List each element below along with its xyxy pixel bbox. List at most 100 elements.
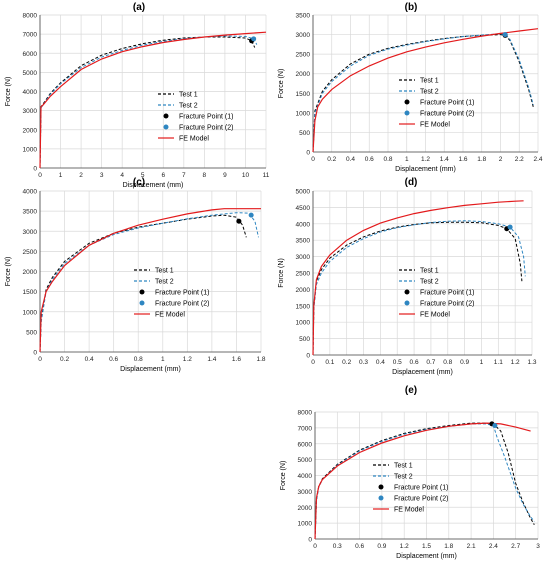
panel-d-xtick-label-4: 0.4 [376, 359, 385, 366]
panel-c-ytick-label-2: 1000 [23, 309, 38, 316]
panel-e-xlabel: Displacement (mm) [396, 553, 457, 560]
panel-c-ytick-label-0: 0 [33, 350, 37, 357]
panel-e: (e) 0 1000 2000 3000 4000 5000 6000 7000 8000 0 0.3… [280, 385, 540, 560]
panel-b-xtick-label-4: 0.8 [383, 156, 392, 163]
panel-c-xtick-label-8: 1.6 [232, 356, 241, 363]
panel-b-xtick-label-1: 0.2 [327, 156, 336, 163]
panel-c-legend-label-test-2: Test 2 [155, 279, 174, 286]
panel-d-ytick-label-6: 3000 [296, 254, 311, 261]
panel-e-xtick-label-2: 0.6 [355, 543, 364, 550]
panel-a-ytick-label-2: 2000 [23, 127, 38, 134]
panel-e-ytick-label-1: 1000 [298, 521, 313, 528]
panel-e-xtick-label-3: 0.9 [377, 543, 386, 550]
panel-a-xtick-label-11: 11 [263, 172, 270, 179]
panel-b-series-fe-model [312, 28, 539, 153]
panel-b-xlabel: Displacement (mm) [395, 166, 456, 173]
panel-b-series-test-1 [312, 34, 534, 153]
panel-a-legend: Test 1 Test 2 Fracture Point (1) Fracture P… [158, 92, 233, 143]
panel-c: (c) 0 500 1000 1500 2000 2500 3000 3500 4000 0 0.2 0… [5, 177, 266, 373]
panel-d-ytick-label-8: 4000 [296, 221, 311, 228]
panel-c-legend-label-fracture-point-2: Fracture Point (2) [155, 301, 209, 308]
panel-c-ytick-label-7: 3500 [23, 209, 38, 216]
panel-b-legend-label-test-2: Test 2 [420, 89, 439, 96]
panel-b-ytick-label-7: 3500 [296, 13, 311, 20]
panel-e-ytick-label-6: 6000 [298, 441, 313, 448]
panel-b-xtick-label-2: 0.4 [346, 156, 355, 163]
panel-d-xtick-label-13: 1.3 [527, 359, 536, 366]
panel-e-series-test-2 [314, 423, 535, 540]
panel-a-legend-label-test-1: Test 1 [179, 92, 198, 99]
panel-a-series-test-2 [39, 35, 258, 169]
panel-d-ytick-label-1: 500 [299, 336, 310, 343]
panel-e-ytick-label-8: 8000 [298, 410, 313, 417]
panel-a-ytick-label-7: 7000 [23, 32, 38, 39]
panel-b-xtick-label-7: 1.4 [440, 156, 449, 163]
panel-d-xtick-label-11: 1.1 [494, 359, 503, 366]
panel-d-ytick-label-2: 1000 [296, 320, 311, 327]
panel-b-ytick-label-0: 0 [306, 150, 310, 157]
panel-b-ytick-label-4: 2000 [296, 71, 311, 78]
panel-d-legend-label-fracture-point-2: Fracture Point (2) [420, 301, 474, 308]
panel-a-xtick-label-9: 9 [223, 172, 227, 179]
panel-c-ylabel: Force (N) [5, 257, 12, 287]
panel-b-legend-label-fracture-point-2: Fracture Point (2) [420, 111, 474, 118]
panel-c-ytick-label-1: 500 [26, 329, 37, 336]
panel-a-xtick-label-5: 5 [141, 172, 145, 179]
panel-b-xtick-label-5: 1 [405, 156, 409, 163]
panel-c-xtick-label-2: 0.4 [85, 356, 94, 363]
panel-e-legend: Test 1 Test 2 Fracture Point (1) Fracture P… [373, 463, 448, 514]
panel-c-xtick-label-9: 1.8 [256, 356, 265, 363]
panel-e-ytick-label-0: 0 [308, 537, 312, 544]
panel-c-ytick-label-6: 3000 [23, 229, 38, 236]
panel-a-ytick-label-8: 8000 [23, 13, 38, 20]
panel-a-series-test-1 [39, 36, 256, 169]
panel-d-ytick-label-5: 2500 [296, 271, 311, 278]
panel-d-ylabel: Force (N) [278, 258, 285, 288]
panel-c-xtick-label-7: 1.4 [207, 356, 216, 363]
panel-d-xtick-label-10: 1 [480, 359, 484, 366]
panel-d-xtick-label-5: 0.5 [393, 359, 402, 366]
panel-b-legend: Test 1 Test 2 Fracture Point (1) Fracture P… [399, 78, 474, 129]
panel-b-xtick-label-11: 2.2 [515, 156, 524, 163]
panel-a-xlabel: Displacement (mm) [123, 182, 184, 189]
panel-b-legend-label-fracture-point-1: Fracture Point (1) [420, 100, 474, 107]
panel-b-title: (b) [405, 2, 418, 13]
panel-a-xtick-label-8: 8 [203, 172, 207, 179]
panel-c-ytick-label-5: 2500 [23, 249, 38, 256]
panel-d-xlabel: Displacement (mm) [392, 369, 453, 376]
panel-d-legend-marker-fracture-point-1 [404, 289, 410, 295]
panel-c-legend: Test 1 Test 2 Fracture Point (1) Fracture P… [134, 268, 209, 319]
panel-e-legend-marker-fracture-point-2 [378, 495, 384, 501]
panel-b-xtick-label-10: 2 [499, 156, 503, 163]
panel-a-series-fe-model [39, 31, 267, 169]
panel-e-legend-label-test-1: Test 1 [394, 463, 413, 470]
panel-b-legend-marker-fracture-point-1 [404, 99, 410, 105]
panel-c-ytick-label-8: 4000 [23, 189, 38, 196]
panel-a-xtick-label-6: 6 [161, 172, 165, 179]
panel-c-legend-label-fe-model: FE Model [155, 312, 185, 319]
panel-c-xlabel: Displacement (mm) [120, 366, 181, 373]
panel-c-xtick-label-5: 1 [161, 356, 165, 363]
panel-d-xtick-label-8: 0.8 [443, 359, 452, 366]
panel-e-xtick-label-10: 3 [536, 543, 540, 550]
panel-c-series-fe-model [39, 208, 261, 353]
panel-b-ytick-label-1: 500 [299, 130, 310, 137]
panel-a-fracture-point-2 [251, 36, 257, 42]
panel-a-ytick-label-3: 3000 [23, 108, 38, 115]
panel-a-title: (a) [133, 2, 145, 13]
panel-b-xtick-label-12: 2.4 [533, 156, 542, 163]
panel-a-legend-label-fracture-point-1: Fracture Point (1) [179, 114, 233, 121]
panel-c-fracture-point-2 [248, 212, 254, 218]
panel-b-legend-marker-fracture-point-2 [404, 110, 410, 116]
panel-d-legend: Test 1 Test 2 Fracture Point (1) Fracture P… [399, 268, 474, 319]
panel-c-xtick-label-0: 0 [38, 356, 42, 363]
panel-e-xtick-label-4: 1.2 [400, 543, 409, 550]
panel-b-ytick-label-3: 1500 [296, 91, 311, 98]
panel-b: (b) 0 500 1000 1500 2000 2500 3000 3500 0 0.2 0.4 0.… [278, 2, 543, 173]
panel-d-legend-label-fe-model: FE Model [420, 312, 450, 319]
panel-d-ytick-label-10: 5000 [296, 189, 311, 196]
panel-a-ytick-label-0: 0 [33, 166, 37, 173]
panel-d-xtick-label-7: 0.7 [426, 359, 435, 366]
